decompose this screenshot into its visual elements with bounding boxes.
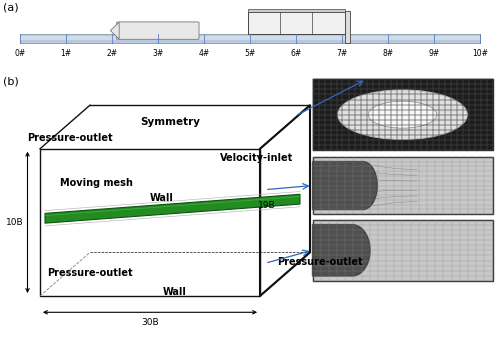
Text: 8#: 8# <box>382 49 394 58</box>
Text: 7#: 7# <box>336 49 347 58</box>
Text: 10#: 10# <box>472 49 488 58</box>
Ellipse shape <box>368 101 436 128</box>
Text: 19B: 19B <box>258 201 275 210</box>
Polygon shape <box>312 225 370 276</box>
Text: 5#: 5# <box>244 49 256 58</box>
Polygon shape <box>45 194 300 223</box>
Text: (a): (a) <box>2 2 18 12</box>
Bar <box>20 33 480 43</box>
Bar <box>248 12 344 33</box>
Text: 10B: 10B <box>6 218 24 227</box>
Bar <box>248 9 344 12</box>
Text: 6#: 6# <box>290 49 302 58</box>
Text: Wall: Wall <box>150 193 174 203</box>
Bar <box>312 157 492 214</box>
Text: Velocity-inlet: Velocity-inlet <box>220 153 293 163</box>
Text: 4#: 4# <box>198 49 209 58</box>
Text: 30B: 30B <box>141 318 159 327</box>
Text: 9#: 9# <box>428 49 440 58</box>
Text: 2#: 2# <box>106 49 118 58</box>
Text: (b): (b) <box>2 77 18 87</box>
Text: Wall: Wall <box>163 287 187 297</box>
Text: Moving mesh: Moving mesh <box>60 178 133 188</box>
FancyBboxPatch shape <box>116 22 199 39</box>
Text: Pressure-outlet: Pressure-outlet <box>278 257 363 267</box>
Bar <box>312 79 492 150</box>
Ellipse shape <box>338 90 468 139</box>
Bar <box>312 220 492 281</box>
Polygon shape <box>110 22 119 39</box>
Text: Pressure-outlet: Pressure-outlet <box>28 133 113 143</box>
Polygon shape <box>312 161 378 210</box>
Bar <box>20 36 480 40</box>
Bar <box>344 11 350 43</box>
Text: Pressure-outlet: Pressure-outlet <box>47 268 133 278</box>
Text: 3#: 3# <box>152 49 164 58</box>
Text: 0#: 0# <box>14 49 26 58</box>
Text: Symmetry: Symmetry <box>140 117 200 127</box>
Text: 1#: 1# <box>60 49 72 58</box>
